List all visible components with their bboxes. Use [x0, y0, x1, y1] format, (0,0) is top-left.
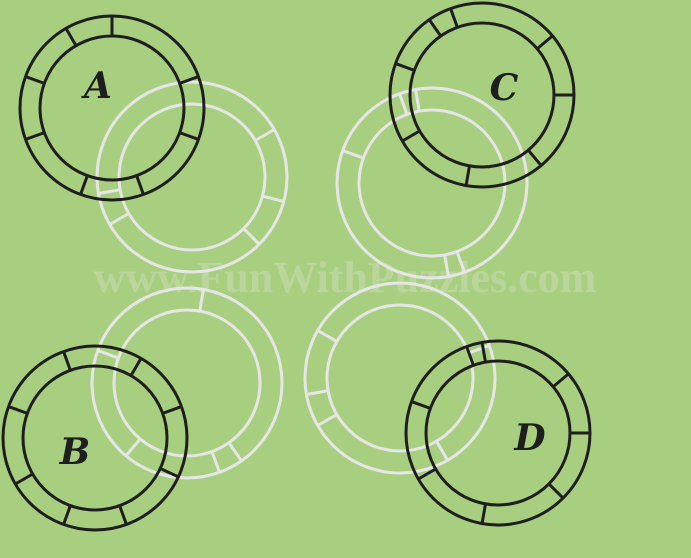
light-ring-bottom-left-divider-4 — [97, 349, 119, 360]
light-ring-bottom-right — [303, 281, 497, 475]
light-ring-top-left-divider-0 — [254, 128, 276, 142]
light-ring-top-left-divider-1 — [262, 194, 285, 204]
ring-a-inner-circle — [38, 34, 186, 182]
light-ring-bottom-right-divider-0 — [468, 344, 490, 355]
light-ring-bottom-left-divider-1 — [227, 441, 243, 462]
ring-c-divider-7 — [428, 18, 442, 37]
light-ring-bottom-left-inner-circle — [112, 308, 262, 458]
light-ring-top-right-divider-0 — [414, 89, 421, 112]
ring-c-divider-6 — [395, 62, 415, 72]
light-ring-top-right-inner-circle — [357, 108, 507, 258]
ring-a-divider-7 — [64, 27, 78, 47]
ring-b-divider-4 — [62, 505, 72, 525]
light-ring-bottom-left-divider-2 — [210, 451, 221, 473]
ring-b-divider-3 — [118, 505, 128, 525]
ring-c-inner-circle — [408, 21, 556, 169]
ring-b-outer-circle — [1, 344, 189, 532]
ring-d-divider-6 — [411, 400, 431, 410]
light-ring-bottom-left-divider-3 — [124, 437, 142, 457]
ring-b[interactable] — [1, 344, 189, 532]
light-ring-top-left-divider-3 — [108, 212, 130, 226]
ring-b-divider-2 — [159, 467, 180, 479]
ring-c-label: C — [490, 67, 519, 109]
ring-b-divider-1 — [162, 405, 182, 415]
ring-b-divider-6 — [8, 405, 28, 415]
ring-a-divider-5 — [25, 131, 45, 141]
ring-c-divider-3 — [527, 149, 543, 167]
ring-d-divider-3 — [547, 482, 565, 500]
light-ring-bottom-right-divider-2 — [316, 413, 338, 427]
light-ring-bottom-right-divider-4 — [316, 329, 338, 343]
light-ring-top-right-divider-2 — [455, 251, 466, 273]
ring-c[interactable] — [388, 1, 576, 189]
ring-b-divider-7 — [62, 351, 72, 371]
ring-a-divider-6 — [25, 75, 45, 85]
ring-c-divider-0 — [449, 8, 459, 28]
light-ring-top-right-divider-4 — [342, 149, 364, 160]
ring-a[interactable] — [18, 14, 206, 202]
ring-b-divider-0 — [129, 357, 143, 377]
watermark-text: www.FunWithPuzzles.com — [94, 253, 597, 302]
ring-c-divider-4 — [464, 165, 471, 186]
light-ring-bottom-right-inner-circle — [325, 303, 475, 453]
ring-d-divider-4 — [480, 503, 487, 524]
ring-d-label: D — [513, 417, 545, 459]
ring-b-inner-circle — [21, 364, 169, 512]
ring-a-divider-4 — [79, 175, 89, 195]
ring-a-divider-2 — [179, 131, 199, 141]
light-ring-top-right — [335, 86, 529, 280]
light-ring-bottom-right-divider-3 — [306, 389, 329, 396]
light-ring-top-left-divider-4 — [98, 188, 121, 195]
ring-a-outer-circle — [18, 14, 206, 202]
light-ring-bottom-left-outer-circle — [90, 286, 284, 480]
light-ring-top-right-divider-3 — [443, 254, 450, 277]
light-ring-top-left-inner-circle — [117, 102, 267, 252]
light-ring-bottom-right-outer-circle — [303, 281, 497, 475]
ring-d-divider-0 — [480, 342, 487, 363]
light-ring-top-left-outer-circle — [95, 80, 289, 274]
light-ring-top-right-divider-1 — [398, 93, 409, 115]
light-ring-top-left-divider-2 — [242, 227, 261, 246]
ring-a-label: A — [81, 65, 112, 107]
ring-d-divider-7 — [465, 346, 475, 366]
light-ring-bottom-left-divider-0 — [198, 289, 205, 312]
ring-a-divider-3 — [135, 175, 145, 195]
light-ring-top-left — [95, 80, 289, 274]
ring-d-divider-1 — [552, 372, 570, 388]
ring-d-divider-5 — [417, 467, 437, 481]
ring-b-divider-5 — [14, 472, 34, 486]
ring-c-divider-1 — [536, 34, 554, 50]
light-ring-bottom-right-divider-1 — [435, 440, 449, 462]
ring-d[interactable] — [404, 339, 592, 527]
ring-c-divider-5 — [401, 129, 421, 143]
light-ring-bottom-left — [90, 286, 284, 480]
light-ring-top-right-outer-circle — [335, 86, 529, 280]
ring-a-divider-1 — [179, 75, 199, 85]
ring-b-label: B — [59, 431, 90, 473]
